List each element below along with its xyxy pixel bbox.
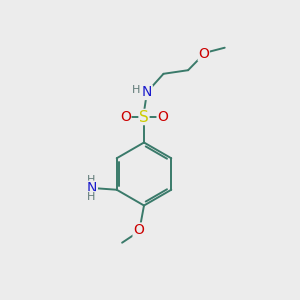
Text: H: H	[87, 192, 96, 202]
Text: O: O	[157, 110, 168, 124]
Text: N: N	[142, 85, 152, 99]
Text: O: O	[120, 110, 131, 124]
Text: H: H	[87, 175, 96, 185]
Text: O: O	[133, 223, 144, 237]
Text: O: O	[198, 47, 209, 61]
Text: H: H	[131, 85, 140, 95]
Text: N: N	[87, 181, 97, 195]
Text: S: S	[139, 110, 149, 124]
